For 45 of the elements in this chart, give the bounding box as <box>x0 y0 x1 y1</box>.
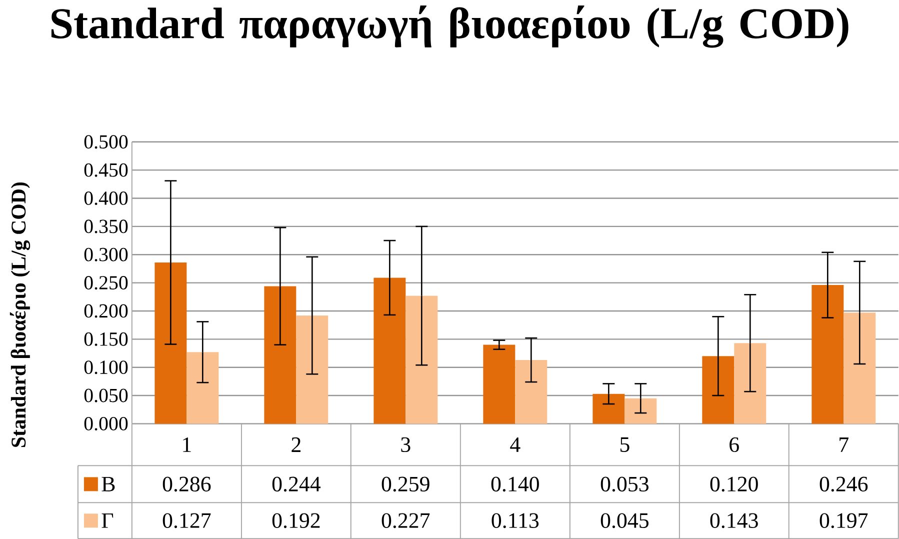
bar <box>374 278 406 424</box>
bar <box>483 344 516 424</box>
bar <box>812 284 844 424</box>
data-label: 0.227 <box>382 513 430 528</box>
x-tick-label: 4 <box>510 437 520 452</box>
data-label: 0.127 <box>162 513 211 528</box>
x-tick-label: 2 <box>292 437 300 452</box>
bar <box>844 312 876 424</box>
data-label: 0.045 <box>600 513 648 528</box>
y-tick-label: 0.100 <box>84 360 128 374</box>
y-tick-label: 0.400 <box>84 191 128 205</box>
chart-title: Standard παραγωγή βιοαερίου (L/g COD) <box>51 5 848 48</box>
data-label: 0.140 <box>491 476 539 492</box>
legend-label: Γ <box>102 513 114 528</box>
bar <box>264 286 296 424</box>
data-label: 0.113 <box>492 513 539 528</box>
y-tick-label: 0.350 <box>84 220 128 234</box>
data-label: 0.053 <box>600 476 648 492</box>
y-tick-label: 0.500 <box>84 135 128 149</box>
data-label: 0.246 <box>820 476 868 492</box>
x-tick-label: 1 <box>183 437 191 452</box>
y-tick-label: 0.250 <box>84 276 128 290</box>
y-tick-label: 0.200 <box>84 304 128 318</box>
data-label: 0.286 <box>162 476 211 492</box>
data-label: 0.192 <box>272 513 320 528</box>
legend-label: Β <box>102 476 115 492</box>
bar <box>186 352 219 424</box>
data-label: 0.120 <box>710 476 758 492</box>
y-tick-label: 0.150 <box>84 332 128 346</box>
y-tick-label: 0.450 <box>84 163 128 177</box>
x-tick-label: 6 <box>730 437 739 452</box>
data-label: 0.197 <box>820 513 868 528</box>
data-label: 0.143 <box>710 513 758 528</box>
y-tick-label: 0.000 <box>84 416 128 430</box>
y-tick-label: 0.050 <box>84 388 128 402</box>
y-tick-label: 0.300 <box>84 248 128 262</box>
x-tick-label: 7 <box>840 437 848 452</box>
bar <box>624 398 657 424</box>
x-tick-label: 3 <box>401 437 410 452</box>
bar <box>592 394 625 424</box>
y-axis-title: Standard βιοαέριο (L/g COD) <box>10 182 30 447</box>
bar <box>515 360 548 424</box>
x-tick-label: 5 <box>620 437 630 452</box>
data-label: 0.259 <box>382 476 430 492</box>
data-label: 0.244 <box>272 476 321 492</box>
